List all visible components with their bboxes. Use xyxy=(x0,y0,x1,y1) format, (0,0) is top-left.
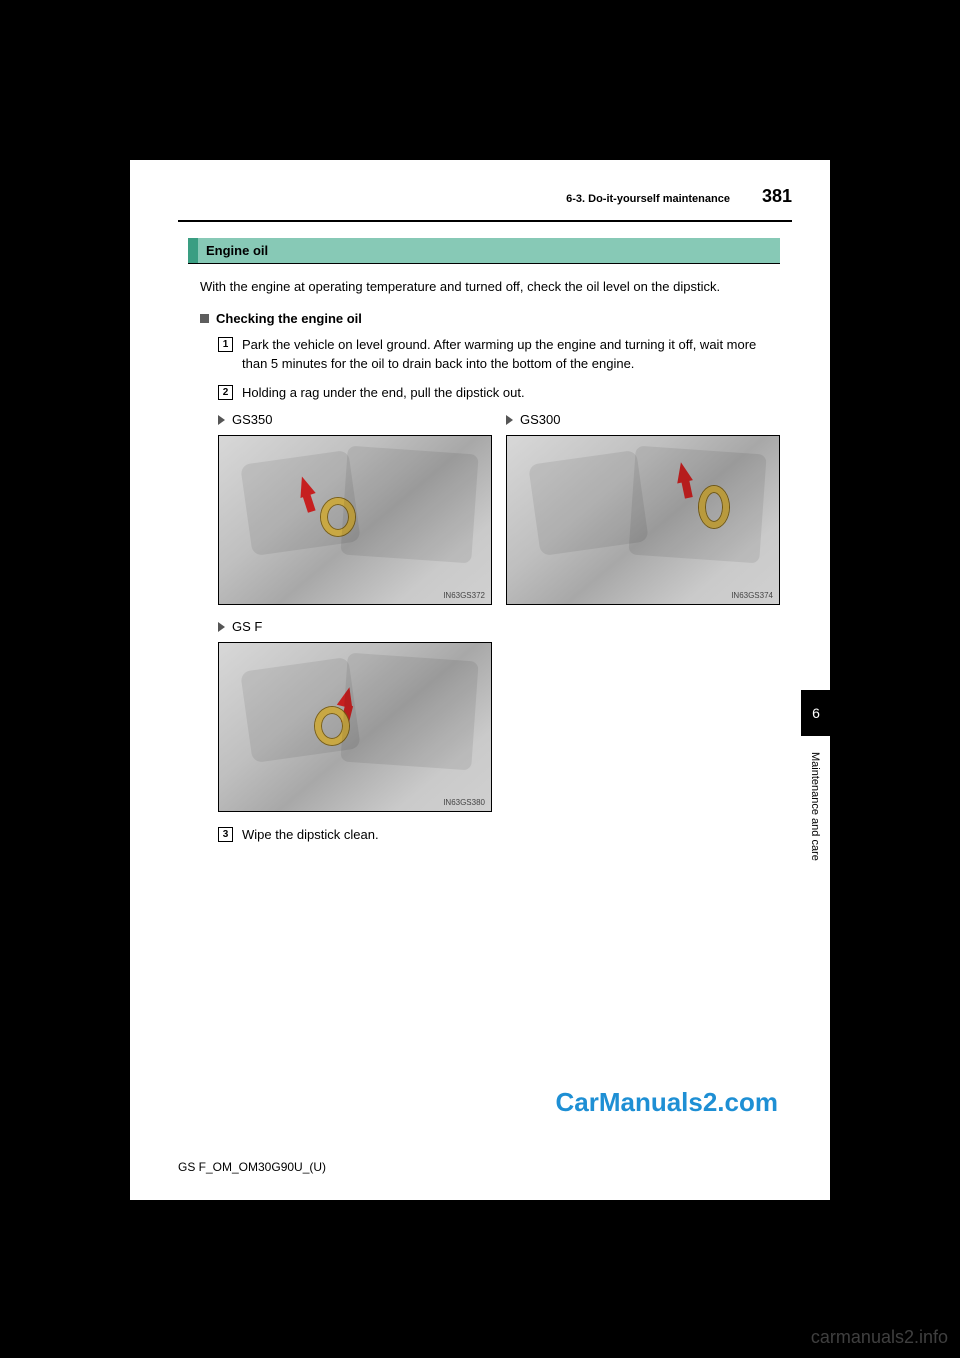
variant-label: GS350 xyxy=(232,412,272,427)
image-code: IN63GS374 xyxy=(731,591,773,600)
image-code: IN63GS372 xyxy=(443,591,485,600)
variant-label: GS300 xyxy=(520,412,560,427)
pull-arrow-stem xyxy=(302,494,315,514)
triangle-bullet-icon xyxy=(506,415,513,425)
header-rule xyxy=(178,220,792,222)
step-3: 3 Wipe the dipstick clean. xyxy=(218,826,780,845)
chapter-side-label: Maintenance and care xyxy=(808,752,822,922)
page-number: 381 xyxy=(762,186,792,207)
manual-page: 6-3. Do-it-yourself maintenance 381 Engi… xyxy=(130,160,830,1200)
subsection-row: Checking the engine oil xyxy=(200,311,780,326)
body-content: With the engine at operating temperature… xyxy=(200,278,780,855)
section-heading-tab xyxy=(188,238,198,263)
pull-arrow-icon xyxy=(673,461,693,484)
variant-gs300: GS300 IN63GS374 xyxy=(506,412,780,605)
variant-label: GS F xyxy=(232,619,262,634)
step-text: Holding a rag under the end, pull the di… xyxy=(242,384,525,403)
variant-label-row: GS F xyxy=(218,619,780,634)
step-2: 2 Holding a rag under the end, pull the … xyxy=(218,384,780,403)
variant-label-row: GS350 xyxy=(218,412,492,427)
step-text: Wipe the dipstick clean. xyxy=(242,826,379,845)
section-heading-bar: Engine oil xyxy=(188,238,780,264)
dipstick-ring-icon xyxy=(309,701,353,749)
subsection-title: Checking the engine oil xyxy=(216,311,362,326)
triangle-bullet-icon xyxy=(218,415,225,425)
chapter-tab: 6 xyxy=(801,690,831,736)
dipstick-ring-icon xyxy=(693,480,737,528)
section-path: 6-3. Do-it-yourself maintenance xyxy=(566,193,730,205)
engine-diagram-gsf: IN63GS380 xyxy=(218,642,492,812)
step-number-box: 1 xyxy=(218,337,233,352)
step-number-box: 2 xyxy=(218,385,233,400)
chapter-number: 6 xyxy=(812,705,820,721)
dipstick-ring-icon xyxy=(315,492,359,540)
square-bullet-icon xyxy=(200,314,209,323)
variant-gsf: GS F IN63GS380 xyxy=(218,619,780,812)
watermark-brand: CarManuals2.com xyxy=(555,1087,778,1118)
variant-label-row: GS300 xyxy=(506,412,780,427)
page-header: 6-3. Do-it-yourself maintenance 381 xyxy=(130,186,830,207)
step-text: Park the vehicle on level ground. After … xyxy=(242,336,780,374)
step-number-box: 3 xyxy=(218,827,233,842)
footer-doc-code: GS F_OM_OM30G90U_(U) xyxy=(178,1160,326,1174)
watermark-site: carmanuals2.info xyxy=(811,1327,948,1348)
variant-gs350: GS350 IN63GS372 xyxy=(218,412,492,605)
triangle-bullet-icon xyxy=(218,622,225,632)
variant-row-top: GS350 IN63GS372 GS300 IN6 xyxy=(218,412,780,605)
engine-diagram-gs350: IN63GS372 xyxy=(218,435,492,605)
intro-text: With the engine at operating temperature… xyxy=(200,278,780,297)
step-1: 1 Park the vehicle on level ground. Afte… xyxy=(218,336,780,374)
pull-arrow-stem xyxy=(681,480,693,499)
section-heading-title: Engine oil xyxy=(206,243,268,258)
engine-diagram-gs300: IN63GS374 xyxy=(506,435,780,605)
image-code: IN63GS380 xyxy=(443,798,485,807)
